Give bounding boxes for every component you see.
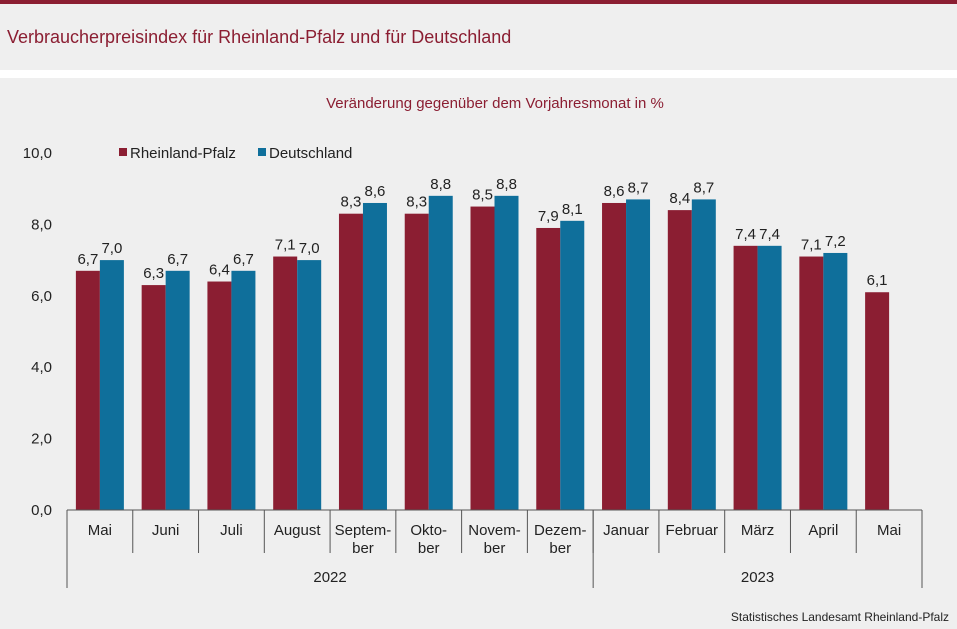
bar-value-label: 6,7 <box>167 251 188 268</box>
bar-rheinland-pfalz <box>404 213 429 510</box>
bar-rheinland-pfalz <box>75 270 100 510</box>
bar-value-label: 6,4 <box>209 262 230 279</box>
y-tick-label: 6,0 <box>31 288 52 305</box>
y-tick-label: 10,0 <box>23 145 52 162</box>
x-tick-label: Mai <box>88 522 112 539</box>
source-note: Statistisches Landesamt Rheinland-Pfalz <box>730 610 949 624</box>
bar-deutschland <box>165 270 190 510</box>
x-tick-label: ber <box>549 540 571 557</box>
bar-value-label: 7,1 <box>275 237 296 254</box>
bar-rheinland-pfalz <box>338 213 363 510</box>
bar-value-label: 8,6 <box>604 183 625 200</box>
x-tick-label: Septem- <box>335 522 392 539</box>
bar-deutschland <box>757 245 782 510</box>
legend-swatch-deutschland <box>258 148 266 156</box>
top-accent-bar <box>0 0 957 4</box>
bar-deutschland <box>297 260 322 510</box>
bar-rheinland-pfalz <box>799 256 824 510</box>
x-tick-label: April <box>808 522 838 539</box>
bar-value-label: 8,8 <box>496 176 517 193</box>
bar-value-label: 7,4 <box>735 226 756 243</box>
bar-deutschland <box>626 199 651 510</box>
year-label: 2022 <box>313 569 346 586</box>
bar-rheinland-pfalz <box>141 285 166 510</box>
x-tick-label: Mai <box>877 522 901 539</box>
bar-value-label: 7,2 <box>825 233 846 250</box>
bar-value-label: 8,3 <box>341 194 362 211</box>
bar-value-label: 6,3 <box>143 265 164 282</box>
bar-value-label: 6,1 <box>867 272 888 289</box>
year-label: 2023 <box>741 569 774 586</box>
bar-deutschland <box>231 270 256 510</box>
bar-value-label: 7,1 <box>801 237 822 254</box>
legend-label: Rheinland-Pfalz <box>130 145 236 162</box>
bar-value-label: 7,0 <box>101 240 122 257</box>
x-tick-label: Juli <box>220 522 243 539</box>
legend-swatch-rheinland-pfalz <box>119 148 127 156</box>
bar-value-label: 8,8 <box>430 176 451 193</box>
bar-value-label: 7,9 <box>538 208 559 225</box>
bar-deutschland <box>494 195 519 510</box>
bar-rheinland-pfalz <box>865 292 890 510</box>
bar-deutschland <box>428 195 453 510</box>
bar-deutschland <box>823 252 848 510</box>
x-tick-label: Novem- <box>468 522 521 539</box>
bar-value-label: 8,4 <box>669 190 690 207</box>
bar-value-label: 7,4 <box>759 226 780 243</box>
bar-rheinland-pfalz <box>273 256 298 510</box>
x-tick-label: März <box>741 522 774 539</box>
bar-value-label: 6,7 <box>233 251 254 268</box>
x-tick-label: ber <box>352 540 374 557</box>
bar-deutschland <box>560 220 585 510</box>
y-tick-label: 0,0 <box>31 502 52 519</box>
bar-rheinland-pfalz <box>733 245 758 510</box>
y-tick-label: 4,0 <box>31 359 52 376</box>
page-title: Verbraucherpreisindex für Rheinland-Pfal… <box>7 27 512 47</box>
header: Verbraucherpreisindex für Rheinland-Pfal… <box>0 4 957 70</box>
bar-rheinland-pfalz <box>207 281 232 510</box>
bar-value-label: 8,7 <box>693 179 714 196</box>
x-tick-label: Dezem- <box>534 522 587 539</box>
legend-label: Deutschland <box>269 145 352 162</box>
chart-subtitle: Veränderung gegenüber dem Vorjahresmonat… <box>326 95 664 112</box>
bar-value-label: 8,5 <box>472 187 493 204</box>
bar-rheinland-pfalz <box>602 202 627 511</box>
x-tick-label: ber <box>484 540 506 557</box>
y-tick-label: 8,0 <box>31 216 52 233</box>
bar-value-label: 8,1 <box>562 201 583 218</box>
x-tick-label: Januar <box>603 522 649 539</box>
bar-rheinland-pfalz <box>470 206 495 511</box>
bar-value-label: 8,7 <box>628 179 649 196</box>
x-tick-label: Okto- <box>410 522 447 539</box>
bar-value-label: 7,0 <box>299 240 320 257</box>
bar-deutschland <box>99 260 124 510</box>
bar-value-label: 8,3 <box>406 194 427 211</box>
x-tick-label: August <box>274 522 322 539</box>
bar-deutschland <box>691 199 716 510</box>
x-tick-label: Juni <box>152 522 180 539</box>
bar-rheinland-pfalz <box>667 210 692 510</box>
y-tick-label: 2,0 <box>31 431 52 448</box>
bar-value-label: 6,7 <box>77 251 98 268</box>
bar-value-label: 8,6 <box>365 183 386 200</box>
bar-rheinland-pfalz <box>536 227 561 510</box>
x-tick-label: Februar <box>666 522 719 539</box>
bar-deutschland <box>362 202 387 511</box>
x-tick-label: ber <box>418 540 440 557</box>
